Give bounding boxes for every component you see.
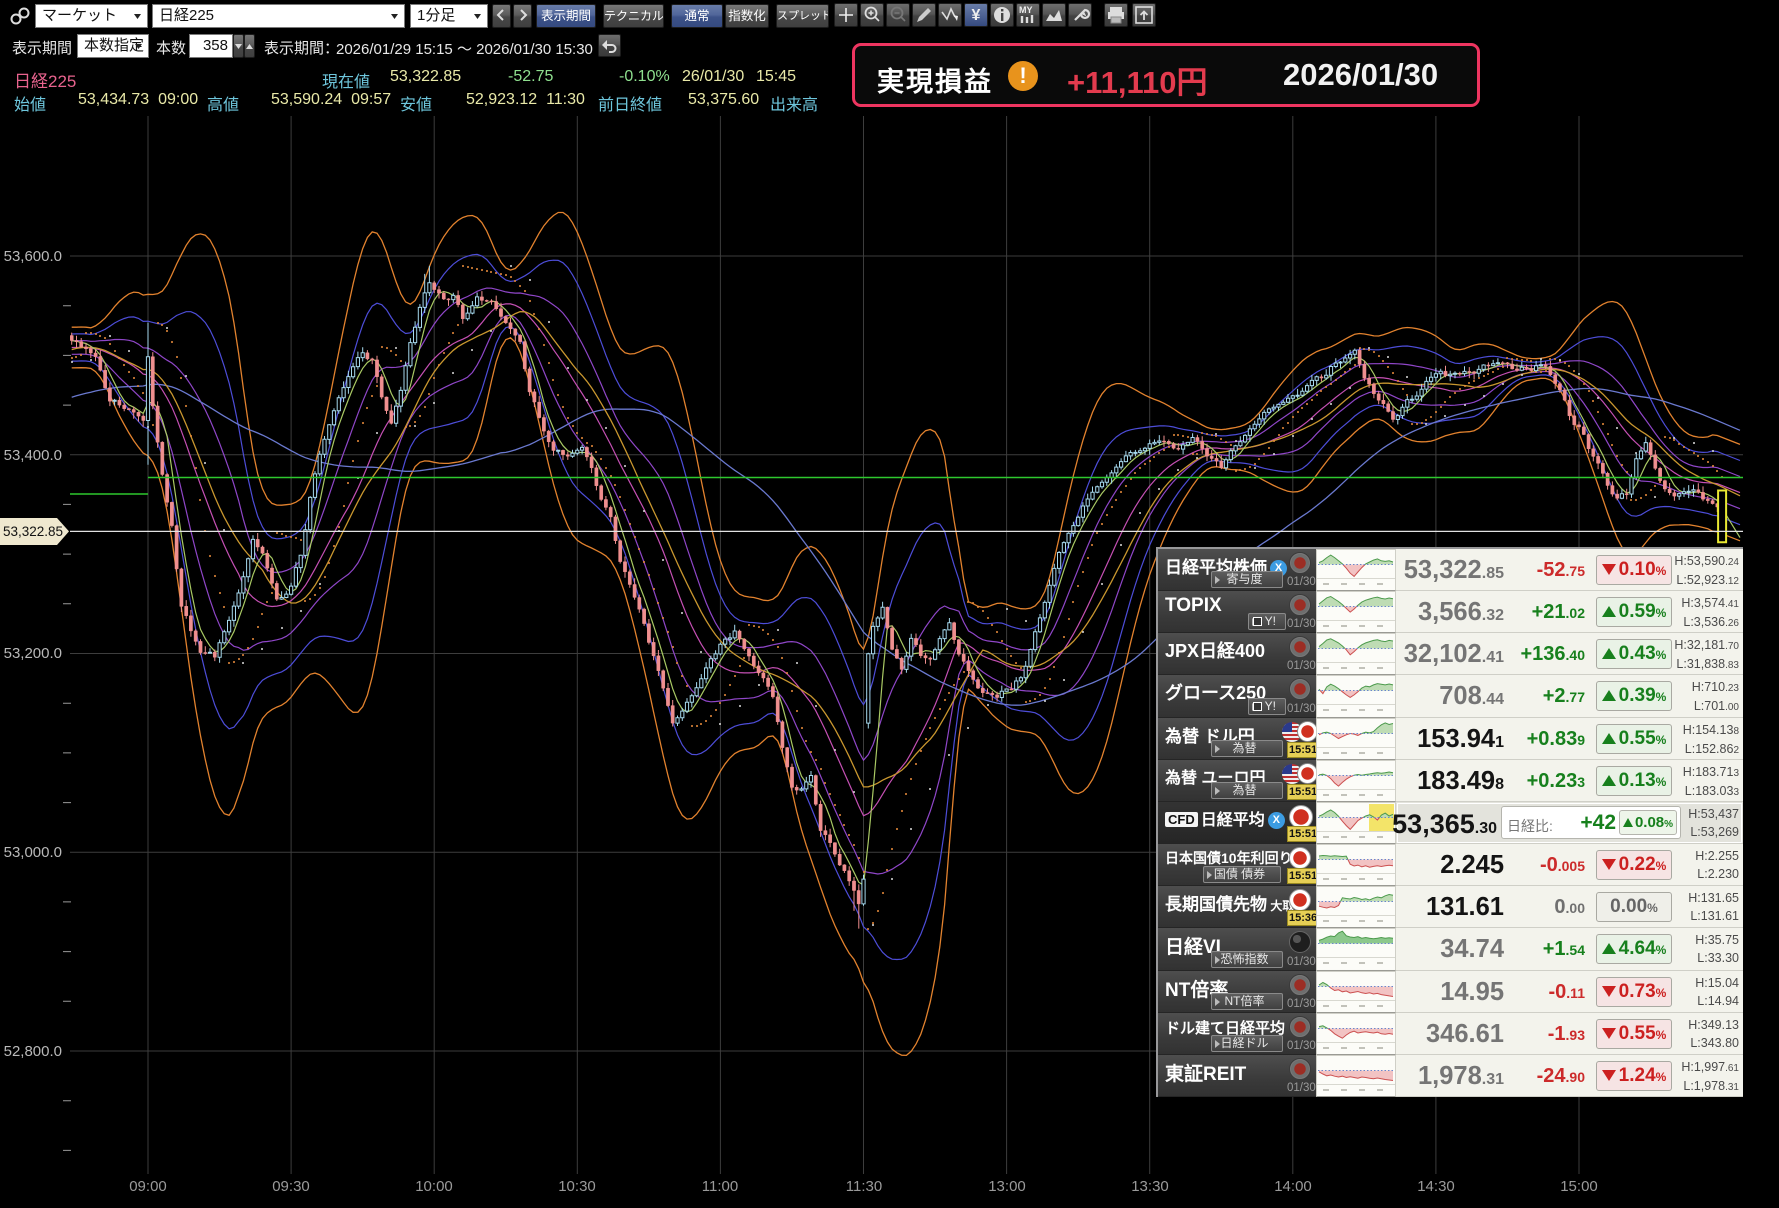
- svg-text:52,800.0: 52,800.0: [4, 1043, 62, 1060]
- svg-text:53,400.0: 53,400.0: [4, 447, 62, 464]
- svg-text:13:30: 13:30: [1131, 1178, 1169, 1195]
- svg-text:15:00: 15:00: [1560, 1178, 1598, 1195]
- svg-text:13:00: 13:00: [988, 1178, 1026, 1195]
- svg-text:53,200.0: 53,200.0: [4, 645, 62, 662]
- svg-text:10:30: 10:30: [558, 1178, 596, 1195]
- svg-text:09:30: 09:30: [272, 1178, 310, 1195]
- svg-text:10:00: 10:00: [415, 1178, 453, 1195]
- svg-text:53,322.85: 53,322.85: [3, 524, 63, 539]
- svg-text:14:00: 14:00: [1274, 1178, 1312, 1195]
- svg-text:53,600.0: 53,600.0: [4, 248, 62, 265]
- svg-text:11:00: 11:00: [702, 1178, 738, 1195]
- svg-text:14:30: 14:30: [1417, 1178, 1455, 1195]
- svg-text:09:00: 09:00: [129, 1178, 167, 1195]
- svg-text:MY: MY: [1019, 5, 1033, 15]
- svg-text:11:30: 11:30: [846, 1178, 882, 1195]
- svg-text:53,000.0: 53,000.0: [4, 844, 62, 861]
